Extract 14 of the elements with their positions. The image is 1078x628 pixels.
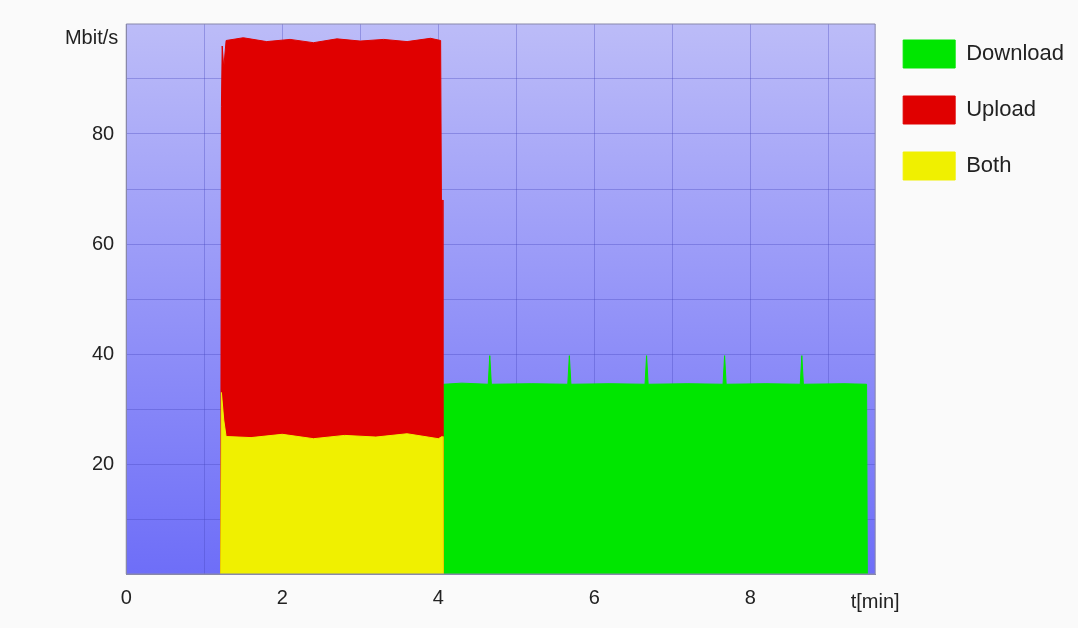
x-axis-title: t[min]	[850, 589, 900, 612]
y-tick-label: 60	[92, 231, 115, 254]
legend-label: Both	[966, 152, 1012, 178]
x-tick-label: 4	[432, 585, 444, 608]
x-tick-label: 2	[276, 585, 288, 608]
y-tick-label: 40	[92, 341, 115, 364]
legend-label: Download	[966, 40, 1064, 66]
x-tick-label: 0	[120, 585, 132, 608]
y-tick-label: 20	[92, 451, 115, 474]
x-tick-label: 8	[744, 585, 756, 608]
y-axis-title: Mbit/s	[64, 25, 119, 48]
y-tick-label: 80	[92, 121, 115, 144]
legend-label: Upload	[966, 96, 1036, 122]
x-tick-label: 6	[588, 585, 600, 608]
